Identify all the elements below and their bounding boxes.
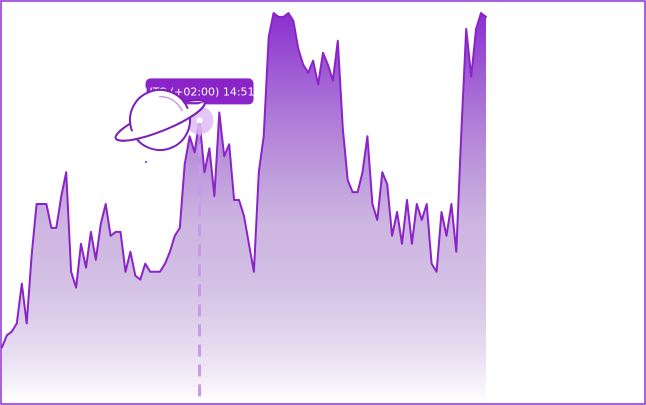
star-dot	[145, 161, 147, 163]
series-line	[1, 12, 487, 349]
highlight-marker	[196, 117, 203, 124]
series-area	[2, 13, 486, 403]
planet-icon	[114, 89, 206, 151]
